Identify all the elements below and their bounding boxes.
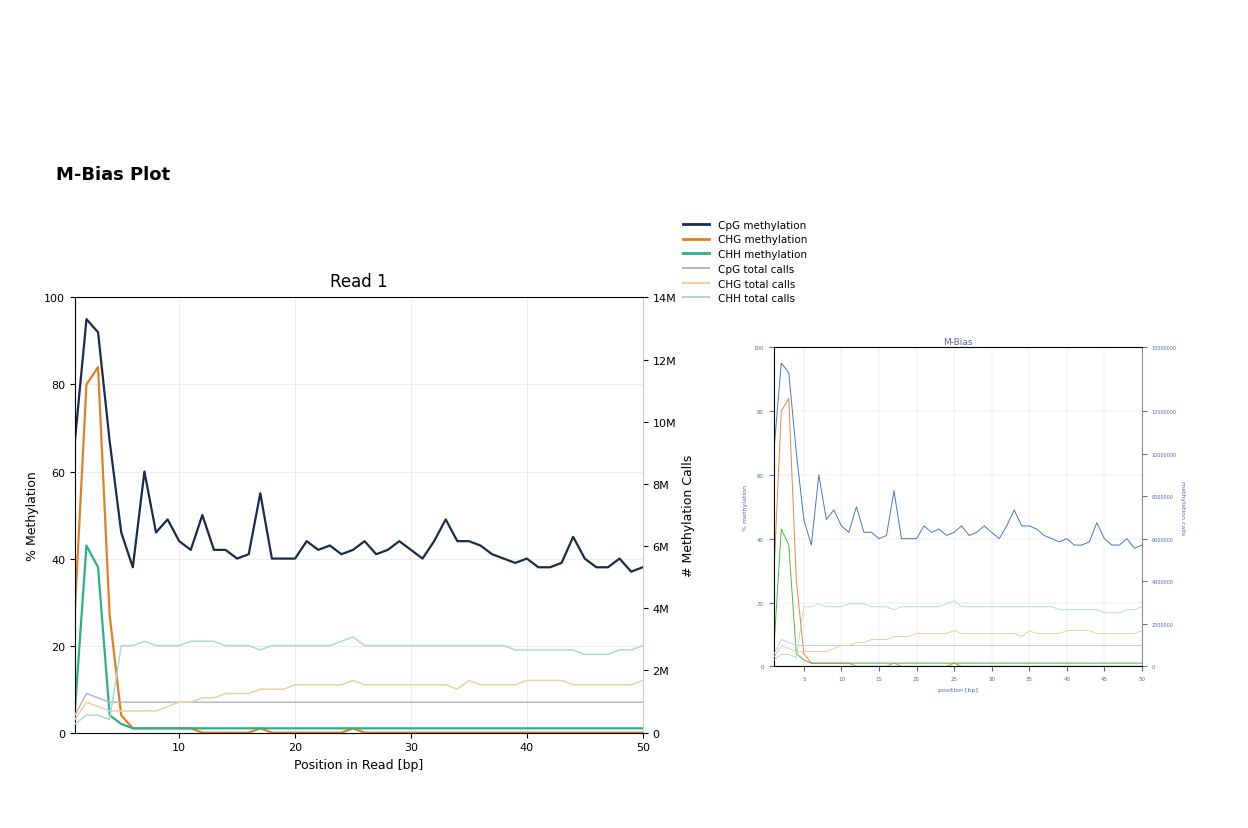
Title: Read 1: Read 1: [329, 273, 388, 291]
X-axis label: position [bp]: position [bp]: [938, 686, 977, 691]
X-axis label: Position in Read [bp]: Position in Read [bp]: [295, 758, 423, 771]
Y-axis label: # Methylation Calls: # Methylation Calls: [681, 455, 695, 576]
Y-axis label: methylation calls: methylation calls: [1179, 480, 1184, 534]
Y-axis label: % Methylation: % Methylation: [26, 470, 39, 561]
Title: M-Bias: M-Bias: [943, 338, 972, 347]
Text: M-Bias Plot: M-Bias Plot: [56, 166, 170, 184]
Legend: CpG methylation, CHG methylation, CHH methylation, CpG total calls, CHG total ca: CpG methylation, CHG methylation, CHH me…: [679, 216, 811, 308]
Y-axis label: % methylation: % methylation: [743, 484, 748, 530]
